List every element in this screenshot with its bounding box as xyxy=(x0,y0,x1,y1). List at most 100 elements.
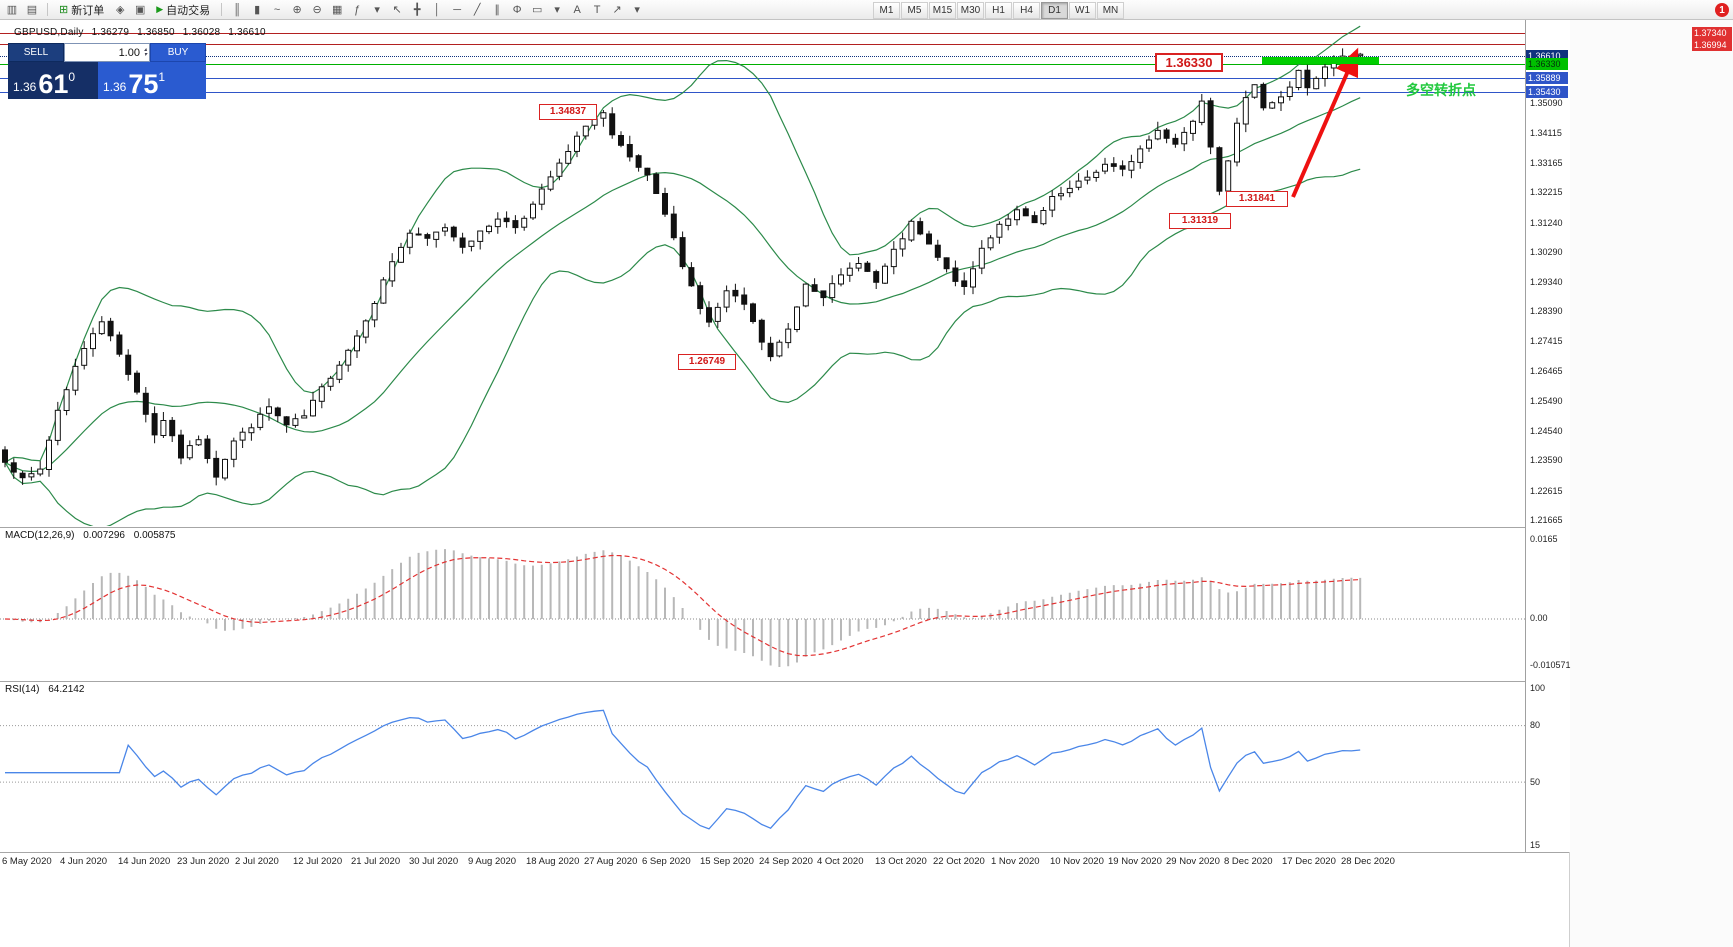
cursor-icon[interactable]: ↖ xyxy=(392,4,402,16)
timeframe-m1[interactable]: M1 xyxy=(873,2,900,19)
trend-arrow[interactable] xyxy=(1291,47,1359,198)
macd-signal-line xyxy=(4,554,1361,657)
new-order-icon: ⊞ xyxy=(59,4,69,16)
date-label: 12 Jul 2020 xyxy=(293,856,343,867)
volume-value[interactable]: 1.00 xyxy=(118,46,140,59)
date-label: 8 Dec 2020 xyxy=(1224,856,1273,867)
rsi-scale-15: 15 xyxy=(1530,840,1541,850)
timeframe-d1[interactable]: D1 xyxy=(1041,2,1068,19)
text-icon[interactable]: A xyxy=(573,3,581,16)
price-callout[interactable]: 1.36330 xyxy=(1155,53,1223,72)
resistance-segment[interactable] xyxy=(1262,57,1379,64)
buy-price[interactable]: 1.36 75 1 xyxy=(98,62,206,99)
sell-price[interactable]: 1.36 61 0 xyxy=(8,62,98,99)
price-tick: 1.26465 xyxy=(1530,365,1563,376)
price-level-line[interactable] xyxy=(0,78,1525,80)
price-callout[interactable]: 1.34837 xyxy=(539,104,597,120)
arrows-tool-icon[interactable]: ↗ xyxy=(612,4,622,16)
price-callout[interactable]: 1.31841 xyxy=(1226,191,1288,207)
timeframe-mn[interactable]: MN xyxy=(1097,2,1124,19)
trendline-icon[interactable]: ╱ xyxy=(473,4,481,16)
macd-signal-value: 0.005875 xyxy=(133,530,176,541)
volume-field[interactable]: 1.00 ▴ ▾ xyxy=(64,43,150,62)
horizontal-line-icon[interactable]: ─ xyxy=(453,3,462,16)
price-tick: 1.23590 xyxy=(1530,455,1563,466)
macd-panel-canvas[interactable] xyxy=(0,528,1525,680)
candlestick-icon[interactable]: ▮ xyxy=(254,4,261,16)
timeframe-h1[interactable]: H1 xyxy=(985,2,1012,19)
rsi-panel-canvas[interactable] xyxy=(0,682,1525,852)
channel-icon[interactable]: ∥ xyxy=(494,4,500,16)
price-tag: 1.35430 xyxy=(1526,86,1568,99)
macd-scale-min: -0.010571 xyxy=(1530,660,1571,670)
notification-badge[interactable]: 1 xyxy=(1715,3,1729,17)
date-label: 23 Jun 2020 xyxy=(177,856,230,867)
main-macd-separator[interactable] xyxy=(0,527,1569,528)
vertical-line-icon[interactable]: │ xyxy=(433,3,441,16)
label-icon[interactable]: T xyxy=(593,3,601,16)
macd-histogram xyxy=(12,549,1362,667)
date-label: 17 Dec 2020 xyxy=(1282,856,1336,867)
candles-layer xyxy=(2,53,1364,479)
profiles-icon[interactable]: ▤ xyxy=(26,4,38,16)
date-label: 13 Oct 2020 xyxy=(875,856,927,867)
mql-editor-icon[interactable]: ◈ xyxy=(115,4,125,16)
bar-chart-icon[interactable]: ║ xyxy=(233,3,242,16)
new-chart-icon[interactable]: ▥ xyxy=(6,4,18,16)
zoom-out-icon[interactable]: ⊖ xyxy=(312,4,322,16)
macd-scale-max: 0.0165 xyxy=(1530,534,1558,544)
zoom-in-icon[interactable]: ⊕ xyxy=(292,4,302,16)
indicators-icon[interactable]: ƒ xyxy=(354,3,361,16)
sell-button[interactable]: SELL xyxy=(8,43,64,62)
price-tick: 1.29340 xyxy=(1530,276,1563,287)
sell-price-sup: 0 xyxy=(68,70,76,84)
crosshair-icon[interactable]: ╋ xyxy=(413,4,421,16)
buy-button[interactable]: BUY xyxy=(150,43,206,62)
new-order-button[interactable]: ⊞ 新订单 xyxy=(54,2,109,18)
date-label: 9 Aug 2020 xyxy=(468,856,517,867)
price-level-line[interactable] xyxy=(0,43,1525,45)
one-click-quotes: 1.36 61 0 1.36 75 1 xyxy=(8,62,206,99)
volume-up-icon[interactable]: ▴ xyxy=(143,46,147,53)
price-tick: 1.21665 xyxy=(1530,515,1563,525)
price-tick: 1.24540 xyxy=(1530,425,1563,436)
date-label: 1 Nov 2020 xyxy=(991,856,1040,867)
macd-name: MACD(12,26,9) xyxy=(5,530,75,541)
timeframe-m30[interactable]: M30 xyxy=(957,2,984,19)
price-callout[interactable]: 1.26749 xyxy=(678,354,736,370)
line-chart-icon[interactable]: ~ xyxy=(273,3,281,16)
timeframe-h4[interactable]: H4 xyxy=(1013,2,1040,19)
fibonacci-icon[interactable]: Φ xyxy=(512,3,522,16)
rsi-dates-separator xyxy=(0,852,1569,853)
rsi-scale-80: 80 xyxy=(1530,720,1541,730)
price-level-line[interactable] xyxy=(0,55,1525,57)
date-label: 2 Jul 2020 xyxy=(235,856,279,867)
date-label: 22 Oct 2020 xyxy=(933,856,985,867)
price-level-line[interactable] xyxy=(0,64,1525,66)
shapes-dropdown-icon[interactable]: ▾ xyxy=(554,4,560,16)
arrows-dropdown-icon[interactable]: ▾ xyxy=(634,4,640,16)
tile-windows-icon[interactable]: ▦ xyxy=(331,4,343,16)
price-level-line[interactable] xyxy=(0,92,1525,94)
timeframe-m15[interactable]: M15 xyxy=(929,2,956,19)
main-chart-canvas[interactable] xyxy=(0,20,1525,526)
price-tick: 1.27415 xyxy=(1530,336,1563,347)
timeframe-m5[interactable]: M5 xyxy=(901,2,928,19)
toolbar-separator xyxy=(47,3,48,16)
buy-price-prefix: 1.36 xyxy=(103,80,127,94)
indicators-dropdown-icon[interactable]: ▾ xyxy=(374,4,380,16)
timeframe-w1[interactable]: W1 xyxy=(1069,2,1096,19)
price-scale[interactable] xyxy=(1525,20,1570,852)
autotrading-button[interactable]: ▶ 自动交易 xyxy=(151,2,215,18)
macd-rsi-separator[interactable] xyxy=(0,681,1569,682)
shapes-icon[interactable]: ▭ xyxy=(531,4,543,16)
chart-window-icon[interactable]: ▣ xyxy=(135,4,146,16)
chart-ohlc-title: GBPUSD,Daily 1.36279 1.36850 1.36028 1.3… xyxy=(14,27,271,38)
price-callout[interactable]: 1.31319 xyxy=(1169,213,1231,229)
date-label: 10 Nov 2020 xyxy=(1050,856,1104,867)
volume-down-icon[interactable]: ▾ xyxy=(143,51,147,58)
price-tick: 1.31240 xyxy=(1530,217,1563,228)
date-label: 4 Oct 2020 xyxy=(817,856,864,867)
rsi-header: RSI(14) 64.2142 xyxy=(5,684,90,695)
price-level-line[interactable] xyxy=(0,33,1525,34)
